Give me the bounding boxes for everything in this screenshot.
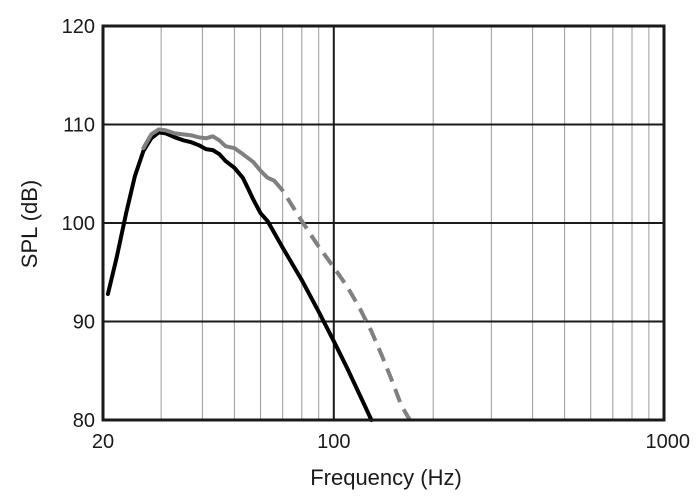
y-tick-label: 100 bbox=[62, 213, 95, 235]
y-tick-label: 90 bbox=[73, 312, 95, 334]
x-axis-title: Frequency (Hz) bbox=[310, 465, 462, 490]
x-tick-label: 20 bbox=[92, 431, 114, 453]
series-line-3 bbox=[272, 179, 412, 422]
y-axis-title: SPL (dB) bbox=[17, 180, 42, 268]
y-tick-label: 110 bbox=[63, 115, 95, 137]
series-line-1 bbox=[105, 130, 374, 422]
y-tick-label: 80 bbox=[73, 410, 95, 432]
grid-lines bbox=[103, 26, 664, 420]
tick-labels: 80 90 100 110 120 20 100 1000 bbox=[62, 16, 690, 453]
series-line-2 bbox=[141, 127, 277, 183]
x-tick-label: 100 bbox=[317, 431, 350, 453]
plot-frame bbox=[101, 24, 666, 422]
data-series bbox=[105, 127, 412, 422]
x-tick-label: 1000 bbox=[646, 431, 691, 453]
y-tick-label: 120 bbox=[62, 16, 95, 38]
